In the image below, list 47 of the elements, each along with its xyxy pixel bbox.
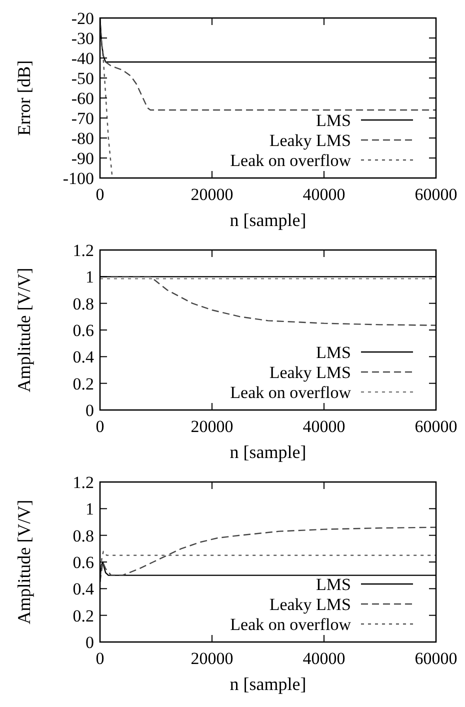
y-tick-label: 0.4 [72,580,94,599]
legend-label: LMS [316,342,351,362]
x-tick-label: 60000 [414,649,458,668]
x-axis-title: n [sample] [230,210,306,230]
y-tick-label: -30 [71,28,94,48]
y-tick-label: -50 [71,68,94,88]
y-tick-label: 1.2 [72,472,94,492]
legend-label: Leaky LMS [269,594,351,614]
y-tick-label: 0.6 [72,552,94,572]
y-tick-label: 0.4 [72,348,94,367]
legend-label: Leaky LMS [269,362,351,382]
x-tick-label: 40000 [302,185,346,204]
y-axis-title: Amplitude [V/V] [14,500,34,624]
x-tick-label: 20000 [190,417,234,436]
y-tick-label: 1 [86,268,94,287]
y-tick-label: -90 [71,148,94,168]
x-tick-label: 60000 [414,417,458,436]
x-tick-label: 60000 [414,185,458,204]
legend-label: Leak on overflow [230,382,352,402]
x-tick-label: 40000 [302,649,346,668]
y-tick-label: -40 [71,48,94,68]
y-tick-label: -20 [71,8,94,28]
y-tick-label: -70 [71,108,94,128]
x-tick-label: 20000 [190,185,234,204]
y-tick-label: 0.2 [72,374,94,394]
y-axis-title: Amplitude [V/V] [14,268,34,392]
y-tick-label: 1 [86,500,94,519]
y-tick-label: 1.2 [72,240,94,260]
y-tick-label: -60 [71,88,94,108]
x-tick-label: 40000 [302,417,346,436]
x-axis-title: n [sample] [230,442,306,462]
y-tick-label: 0.8 [72,526,94,546]
y-tick-label: -80 [71,128,94,148]
legend-label: Leak on overflow [230,150,352,170]
x-axis-title: n [sample] [230,674,306,694]
y-tick-label: -100 [62,168,94,188]
y-tick-label: 0.2 [72,606,94,626]
y-tick-label: 0.8 [72,294,94,314]
y-axis-title: Error [dB] [14,60,34,136]
y-tick-label: 0 [86,632,94,652]
y-tick-label: 0 [86,400,94,420]
legend-label: LMS [316,574,351,594]
legend-label: Leaky LMS [269,130,351,150]
y-tick-label: 0.6 [72,320,94,340]
legend-label: LMS [316,110,351,130]
legend-label: Leak on overflow [230,614,352,634]
x-tick-label: 20000 [190,649,234,668]
